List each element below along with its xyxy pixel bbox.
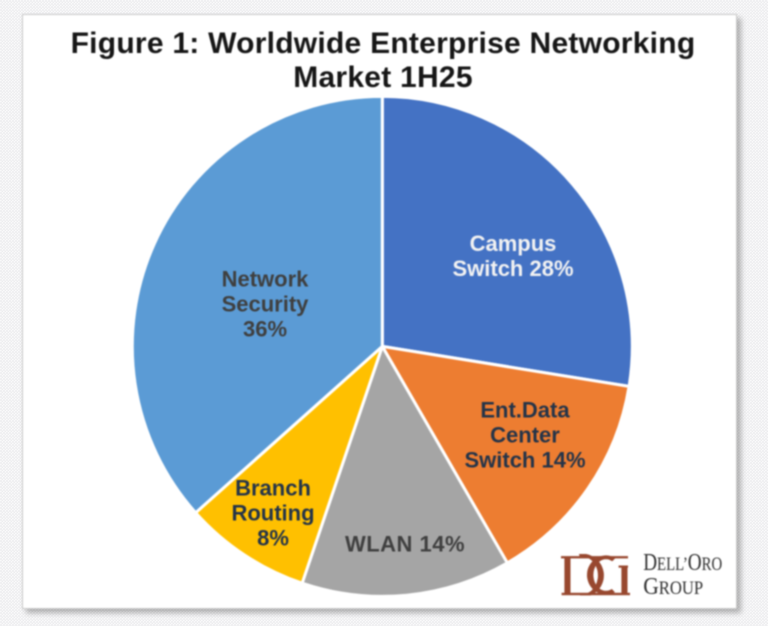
- svg-text:DELL’ORO: DELL’ORO: [643, 554, 722, 576]
- svg-text:GROUP: GROUP: [643, 573, 703, 599]
